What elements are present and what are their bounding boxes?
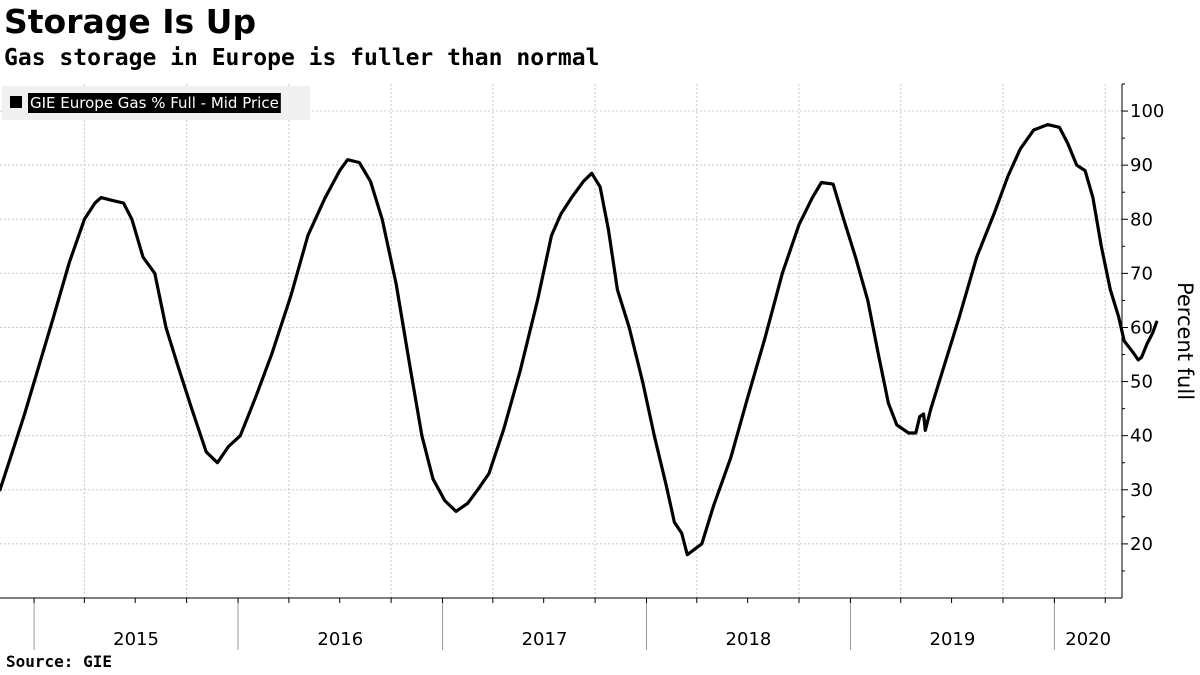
- y-tick-label: 50: [1130, 372, 1153, 393]
- y-tick-label: 40: [1130, 426, 1153, 447]
- x-tick-label: 2019: [930, 629, 976, 650]
- y-tick-label: 30: [1130, 480, 1153, 501]
- x-tick-label: 2016: [317, 629, 363, 650]
- legend-label-highlight: [28, 93, 281, 113]
- chart-subtitle: Gas storage in Europe is fuller than nor…: [4, 45, 600, 71]
- legend-label: GIE Europe Gas % Full - Mid Price: [30, 94, 279, 112]
- y-tick-label: 20: [1130, 534, 1153, 555]
- x-axis: 2015 2016 2017 2018 2019 2020: [0, 597, 1122, 650]
- x-tick-label: 2018: [726, 629, 772, 650]
- y-tick-label: 90: [1130, 155, 1153, 176]
- legend-swatch: [10, 96, 22, 108]
- y-tick-label: 60: [1130, 317, 1153, 338]
- legend: GIE Europe Gas % Full - Mid Price: [2, 86, 310, 120]
- series-layer: [0, 123, 1159, 557]
- source-note: Source: GIE: [6, 652, 112, 671]
- y-axis-title: Percent full: [1173, 282, 1197, 400]
- x-tick-label: 2015: [113, 629, 159, 650]
- x-tick-label: 2020: [1065, 629, 1111, 650]
- chart-title: Storage Is Up: [4, 2, 257, 41]
- y-tick-label: 80: [1130, 209, 1153, 230]
- y-tick-label: 100: [1130, 101, 1164, 122]
- series-line: [0, 123, 1159, 557]
- x-tick-label: 2017: [522, 629, 568, 650]
- y-axis: 20 30 40 50 60 70 80 90 100 Percent full: [1121, 83, 1197, 598]
- y-tick-label: 70: [1130, 263, 1153, 284]
- grid-lines: [0, 84, 1122, 598]
